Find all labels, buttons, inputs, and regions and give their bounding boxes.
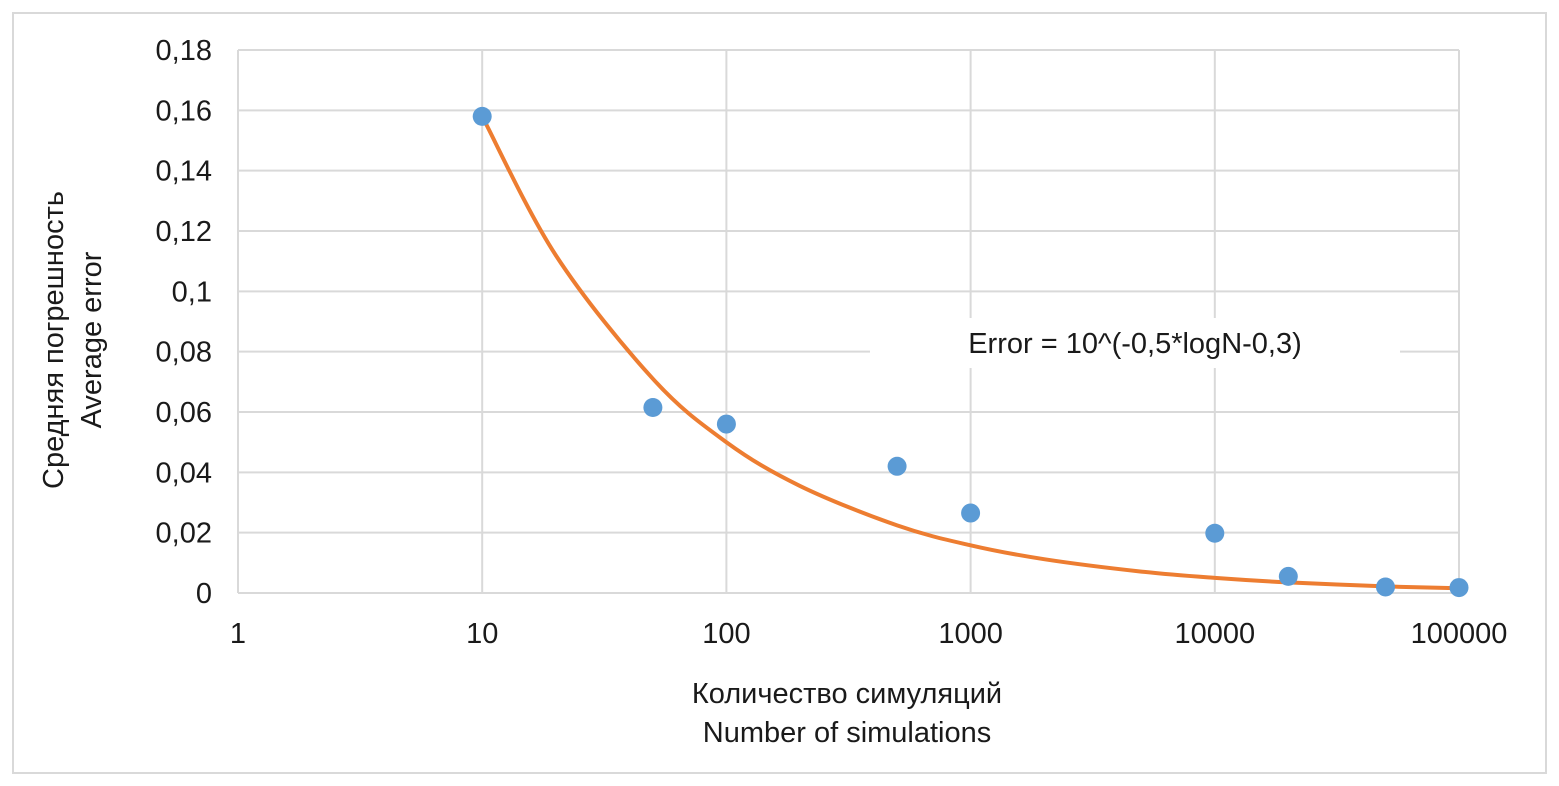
x-tick-label: 100 <box>702 618 750 650</box>
axes <box>237 50 1459 594</box>
x-axis-title: Количество симуляций Number of simulatio… <box>692 678 1002 749</box>
data-point <box>1278 566 1298 586</box>
fit-equation-annotation: Error = 10^(-0,5*logN-0,3) <box>968 328 1302 360</box>
y-tick-label: 0,16 <box>156 95 212 127</box>
y-tick-label: 0,14 <box>156 156 212 188</box>
data-point <box>1375 577 1395 597</box>
y-tick-label: 0,02 <box>156 518 212 550</box>
data-point <box>961 503 981 523</box>
data-series <box>472 106 1469 598</box>
data-point <box>887 456 907 476</box>
x-tick-label: 10000 <box>1174 618 1255 650</box>
y-axis-title-line-1: Средняя погрешность <box>38 191 70 489</box>
x-tick-label: 1000 <box>938 618 1003 650</box>
y-tick-label: 0 <box>196 578 212 610</box>
x-axis-title-line-1: Количество симуляций <box>692 678 1002 710</box>
y-axis-title-line-2: Average error <box>76 251 108 428</box>
y-tick-label: 0,12 <box>156 216 212 248</box>
x-axis-title-line-2: Number of simulations <box>703 717 992 749</box>
chart-frame <box>12 12 1547 774</box>
gridlines <box>238 49 1460 593</box>
x-tick-label: 1 <box>230 618 246 650</box>
x-tick-labels: 1 10 100 1000 10000 100000 <box>230 618 1507 650</box>
annotation-group: Error = 10^(-0,5*logN-0,3) <box>870 318 1400 368</box>
data-point <box>472 106 492 126</box>
data-point <box>643 397 663 417</box>
y-tick-label: 0,18 <box>156 35 212 67</box>
data-point <box>1449 578 1469 598</box>
x-tick-label: 10 <box>466 618 498 650</box>
annotation-background <box>870 318 1400 368</box>
y-tick-label: 0,06 <box>156 397 212 429</box>
y-tick-label: 0,04 <box>156 457 212 489</box>
data-point <box>716 414 736 434</box>
x-tick-label: 100000 <box>1411 618 1508 650</box>
y-tick-label: 0,08 <box>156 337 212 369</box>
y-tick-label: 0,1 <box>172 276 212 308</box>
y-axis-title: Средняя погрешность Average error <box>38 191 108 489</box>
data-point <box>1205 523 1225 543</box>
y-tick-labels: 0 0,02 0,04 0,06 0,08 0,1 0,12 0,14 0,16 0,18 <box>156 35 212 610</box>
